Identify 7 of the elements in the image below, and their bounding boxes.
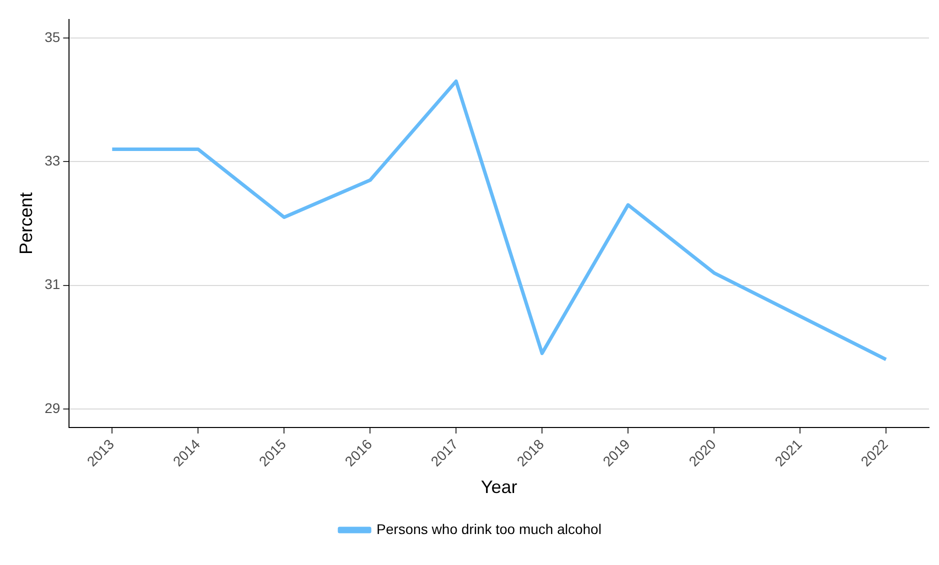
y-tick-label: 33	[44, 152, 60, 168]
legend-label: Persons who drink too much alcohol	[376, 520, 602, 537]
y-tick-label: 35	[44, 28, 60, 45]
y-tick-label: 29	[44, 400, 60, 416]
y-tick-label: 31	[44, 276, 60, 292]
x-axis-title: Year	[480, 477, 518, 498]
y-axis-title: Percent	[16, 192, 36, 254]
